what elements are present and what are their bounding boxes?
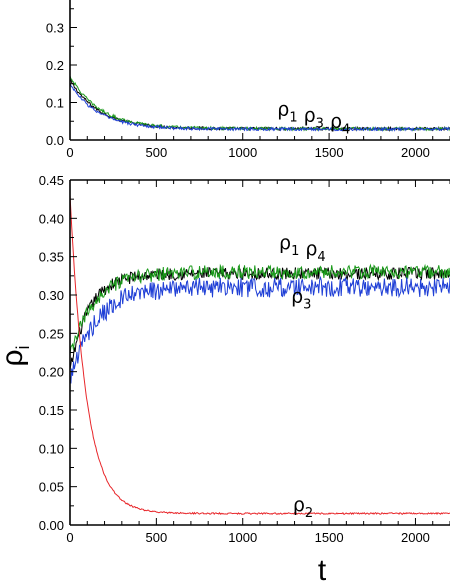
y-tick-label: 0.30 <box>39 288 64 303</box>
y-tick-label: 0.20 <box>39 365 64 380</box>
y-tick-label: 0.3 <box>46 21 64 36</box>
y-tick-label: 0.00 <box>39 518 64 533</box>
x-tick-label: 1500 <box>315 530 344 545</box>
series-line-1-0 <box>69 266 450 370</box>
y-tick-label: 0.05 <box>39 480 64 495</box>
y-tick-label: 0.45 <box>39 173 64 188</box>
x-tick-label: 1500 <box>315 145 344 160</box>
svg-text:ρi: ρi <box>0 345 33 366</box>
y-tick-label: 0.15 <box>39 403 64 418</box>
y-tick-label: 0.0 <box>46 133 64 148</box>
x-tick-label: 1000 <box>228 530 257 545</box>
series-annotation-1: ρ3 <box>291 286 311 313</box>
y-axis-title: ρi <box>0 345 33 366</box>
y-tick-label: 0.35 <box>39 250 64 265</box>
x-tick-label: 500 <box>146 145 168 160</box>
series-annotation-2: ρ2 <box>293 494 313 521</box>
series-line-0-2 <box>69 83 450 132</box>
x-tick-label: 500 <box>146 530 168 545</box>
series-line-1-2 <box>69 275 450 384</box>
y-tick-label: 0.2 <box>46 58 64 73</box>
x-tick-label: 0 <box>66 530 73 545</box>
x-axis-title: t <box>318 554 327 582</box>
y-tick-label: 0.40 <box>39 211 64 226</box>
x-tick-label: 2000 <box>401 530 430 545</box>
series-annotation-0: ρ1 ρ3 ρ4 <box>277 99 350 138</box>
y-tick-label: 0.25 <box>39 326 64 341</box>
series-annotation-0: ρ1 ρ4 <box>279 232 326 265</box>
y-tick-label: 0.1 <box>46 96 64 111</box>
x-tick-label: 0 <box>66 145 73 160</box>
series-line-1-3 <box>69 195 450 516</box>
x-tick-label: 1000 <box>228 145 257 160</box>
y-tick-label: 0.10 <box>39 441 64 456</box>
series-line-1-1 <box>69 263 450 355</box>
bottom-panel: 0 500 1000 1500 2000 0.00 0.05 0.10 0.15 0.20 0.25… <box>39 173 450 545</box>
x-tick-label: 2000 <box>401 145 430 160</box>
